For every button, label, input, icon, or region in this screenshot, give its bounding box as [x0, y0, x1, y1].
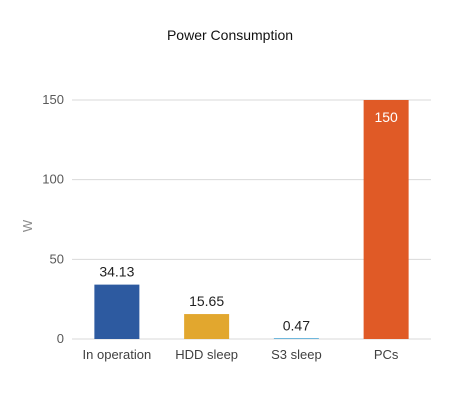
bar [94, 284, 140, 339]
y-tick-label: 100 [42, 172, 64, 187]
bars [94, 100, 409, 339]
bar [363, 100, 409, 339]
x-axis-categories: In operation HDD sleep S3 sleep PCs [83, 347, 399, 362]
y-tick-label: 150 [42, 92, 64, 107]
x-category-label: HDD sleep [175, 347, 238, 362]
bar [184, 314, 230, 339]
data-labels: 34.13 15.65 0.47 150 [99, 109, 398, 333]
data-label: 150 [374, 109, 398, 125]
x-category-label: In operation [83, 347, 152, 362]
data-label: 34.13 [99, 264, 134, 280]
x-category-label: PCs [374, 347, 399, 362]
y-axis-ticks: 0 50 100 150 [42, 92, 64, 346]
y-axis-label: W [20, 219, 35, 232]
y-tick-label: 0 [57, 331, 64, 346]
y-tick-label: 50 [50, 251, 64, 266]
data-label: 0.47 [283, 317, 310, 333]
chart-title: Power Consumption [167, 27, 293, 43]
bar [273, 338, 319, 339]
data-label: 15.65 [189, 293, 224, 309]
x-category-label: S3 sleep [271, 347, 322, 362]
